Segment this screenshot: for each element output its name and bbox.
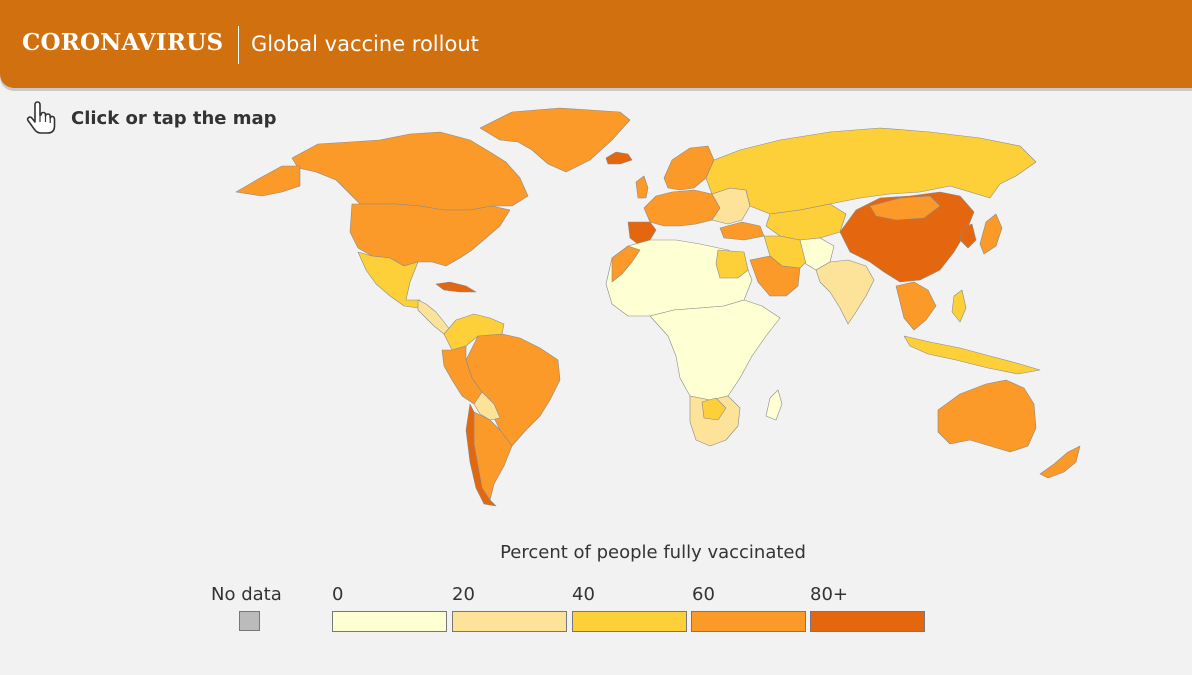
section-kicker: CORONAVIRUS — [22, 29, 224, 56]
country-philippines[interactable] — [951, 289, 967, 323]
country-southern-africa[interactable] — [689, 395, 741, 447]
map-countries — [235, 107, 1081, 507]
country-paraguay[interactable] — [473, 391, 501, 421]
country-southeast-asia[interactable] — [895, 281, 937, 331]
country-central-asia[interactable] — [765, 203, 847, 241]
country-new-zealand[interactable] — [1039, 445, 1081, 479]
country-western-europe[interactable] — [643, 189, 721, 227]
country-greenland[interactable] — [479, 107, 631, 173]
country-morocco[interactable] — [611, 245, 641, 283]
country-indonesia[interactable] — [903, 335, 1041, 375]
country-mexico[interactable] — [357, 251, 421, 309]
map-hint: Click or tap the map — [24, 100, 277, 136]
page-title: Global vaccine rollout — [251, 32, 479, 56]
legend-bin-80-plus — [810, 611, 925, 632]
country-cuba[interactable] — [435, 281, 477, 293]
country-japan[interactable] — [979, 213, 1003, 255]
header-banner: CORONAVIRUS Global vaccine rollout — [0, 0, 1192, 88]
country-madagascar[interactable] — [765, 389, 783, 421]
legend-bin-60-80 — [691, 611, 806, 632]
country-egypt[interactable] — [715, 249, 749, 279]
country-iceland[interactable] — [605, 151, 633, 165]
country-saudi-arabia[interactable] — [749, 255, 801, 297]
legend-tick-40: 40 — [572, 584, 595, 605]
hint-text: Click or tap the map — [71, 107, 277, 129]
country-russia[interactable] — [705, 127, 1037, 215]
legend-bin-0-20 — [332, 611, 447, 632]
pointing-hand-icon — [26, 101, 56, 134]
legend-tick-60: 60 — [692, 584, 715, 605]
country-botswana-zimbabwe[interactable] — [701, 397, 727, 421]
country-chile[interactable] — [465, 403, 497, 507]
country-turkey[interactable] — [719, 221, 765, 241]
header-divider — [238, 26, 239, 64]
country-central-africa[interactable] — [649, 299, 781, 401]
country-canada[interactable] — [291, 131, 529, 211]
country-united-kingdom[interactable] — [635, 175, 649, 199]
legend-title: Percent of people fully vaccinated — [500, 542, 806, 563]
country-australia[interactable] — [937, 379, 1037, 453]
country-central-america[interactable] — [417, 299, 451, 335]
world-map[interactable] — [0, 95, 1192, 525]
country-mongolia[interactable] — [869, 195, 941, 221]
country-china[interactable] — [839, 191, 975, 283]
legend-tick-0: 0 — [332, 584, 344, 605]
country-scandinavia[interactable] — [663, 145, 715, 191]
legend-bin-20-40 — [452, 611, 567, 632]
legend-no-data-label: No data — [211, 584, 282, 605]
legend-tick-80-plus: 80+ — [810, 584, 848, 605]
country-korea[interactable] — [959, 223, 977, 249]
country-alaska[interactable] — [235, 165, 301, 197]
legend-no-data-swatch — [239, 611, 260, 631]
legend-bin-40-60 — [572, 611, 687, 632]
country-india[interactable] — [815, 259, 875, 325]
legend-tick-20: 20 — [452, 584, 475, 605]
